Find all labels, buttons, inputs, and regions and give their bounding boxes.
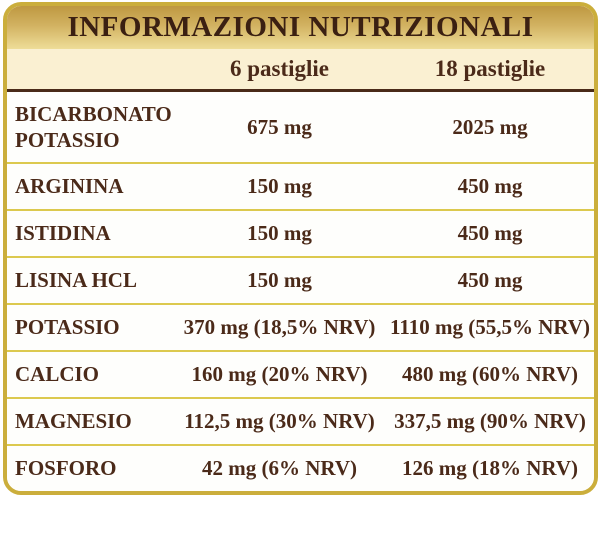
nutrition-facts-header: INFORMAZIONI NUTRIZIONALI — [7, 6, 594, 49]
value-6-pastiglie: 150 mg — [247, 221, 312, 245]
value-6-pastiglie: 150 mg — [247, 174, 312, 198]
nutrient-label: FOSFORO — [15, 456, 117, 481]
nutrient-label: MAGNESIO — [15, 409, 132, 434]
nutrient-label: ARGININA — [15, 174, 124, 199]
value-18-pastiglie: 2025 mg — [452, 114, 528, 139]
column-header-6-pastiglie: 6 pastiglie — [229, 56, 330, 81]
value-6-pastiglie: 150 mg — [247, 268, 312, 292]
nutrient-label: BICARBONATO POTASSIO — [15, 101, 172, 152]
nutrient-label: POTASSIO — [15, 315, 120, 340]
column-header-row: 6 pastiglie 18 pastiglie — [7, 49, 594, 92]
table-row: CALCIO 160 mg (20% NRV) 480 mg (60% NRV) — [7, 350, 594, 397]
nutrition-facts-card: INFORMAZIONI NUTRIZIONALI 6 pastiglie 18… — [3, 2, 598, 495]
nutrient-label: CALCIO — [15, 362, 100, 387]
table-row: FOSFORO 42 mg (6% NRV) 126 mg (18% NRV) — [7, 444, 594, 491]
value-6-pastiglie: 675 mg — [247, 114, 312, 139]
value-6-pastiglie: 160 mg (20% NRV) — [191, 362, 368, 386]
value-6-pastiglie: 42 mg (6% NRV) — [202, 456, 357, 480]
nutrition-facts-title: INFORMAZIONI NUTRIZIONALI — [67, 11, 534, 43]
table-row: ARGININA 150 mg 450 mg — [7, 162, 594, 209]
value-18-pastiglie: 337,5 mg (90% NRV) — [394, 409, 586, 433]
nutrient-label: LISINA HCL — [15, 268, 137, 293]
table-row: LISINA HCL 150 mg 450 mg — [7, 256, 594, 303]
value-18-pastiglie: 450 mg — [457, 174, 523, 198]
value-18-pastiglie: 1110 mg (55,5% NRV) — [390, 315, 590, 339]
value-18-pastiglie: 126 mg (18% NRV) — [402, 456, 578, 480]
table-row: MAGNESIO 112,5 mg (30% NRV) 337,5 mg (90… — [7, 397, 594, 444]
value-6-pastiglie: 112,5 mg (30% NRV) — [184, 409, 375, 433]
value-6-pastiglie: 370 mg (18,5% NRV) — [183, 315, 376, 339]
value-18-pastiglie: 450 mg — [457, 221, 523, 245]
value-18-pastiglie: 480 mg (60% NRV) — [402, 362, 578, 386]
table-row: BICARBONATO POTASSIO 675 mg 2025 mg — [7, 92, 594, 162]
value-18-pastiglie: 450 mg — [457, 268, 523, 292]
table-row: POTASSIO 370 mg (18,5% NRV) 1110 mg (55,… — [7, 303, 594, 350]
column-header-18-pastiglie: 18 pastiglie — [434, 56, 546, 81]
nutrient-label: ISTIDINA — [15, 221, 111, 246]
table-row: ISTIDINA 150 mg 450 mg — [7, 209, 594, 256]
